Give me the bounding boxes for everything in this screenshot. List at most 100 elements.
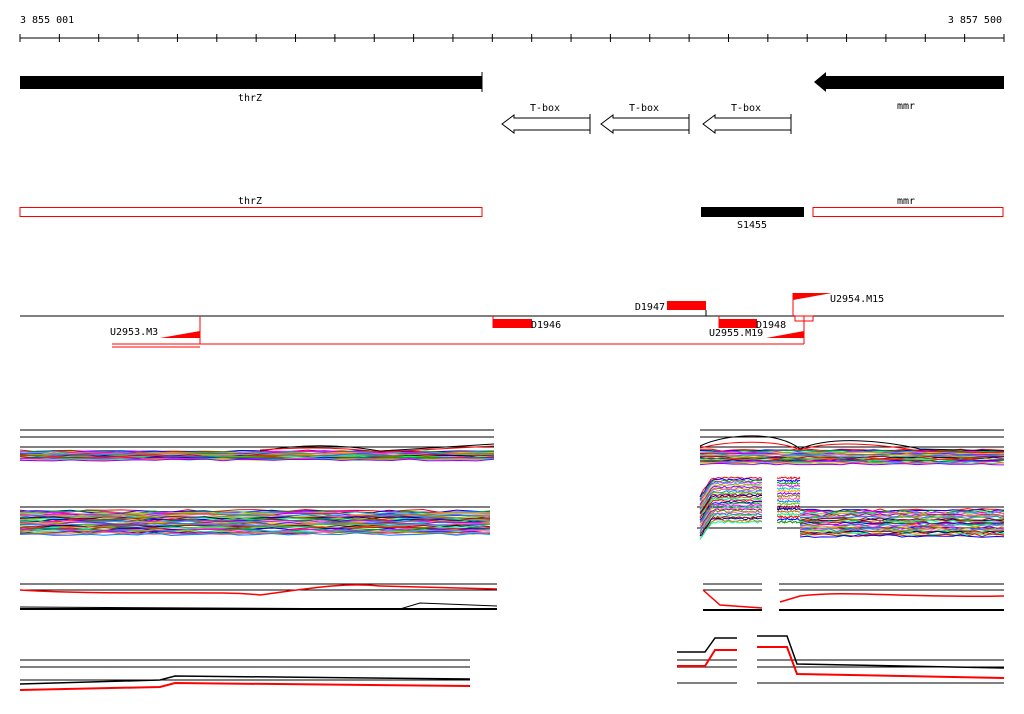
expression-line <box>699 493 763 513</box>
expression-line <box>776 502 801 506</box>
tbox-arrow[interactable] <box>501 114 591 134</box>
expression-line <box>776 481 801 486</box>
expression-line <box>799 526 1005 531</box>
expression-line <box>19 532 491 537</box>
feature-D1948-block[interactable] <box>719 319 757 328</box>
track-gap <box>737 630 757 690</box>
ruler-ticks <box>19 34 1005 42</box>
feature-D1947-block[interactable] <box>667 301 706 310</box>
transcript-features-track: D1947 U2954.M15 D1946 D1948 U2953.M3 U29… <box>20 293 1004 348</box>
expression-line <box>799 514 1005 519</box>
feature-D1946-label: D1946 <box>531 320 561 331</box>
expression-line <box>699 435 1005 452</box>
tbox-element[interactable]: T-box <box>501 103 591 134</box>
expression-line <box>777 486 801 491</box>
expression-line <box>699 481 763 501</box>
gene-mmr-arrow[interactable] <box>814 72 1004 92</box>
expression-line <box>699 502 762 522</box>
feature-D1948-label: D1948 <box>756 320 786 331</box>
expression-line <box>699 441 1005 454</box>
predicted-thrZ-box[interactable] <box>19 207 483 217</box>
expression-line <box>19 456 495 460</box>
tbox-arrow[interactable] <box>702 114 792 134</box>
gene-thrZ-label: thrZ <box>238 93 262 104</box>
expression-line-bundle <box>699 448 1005 466</box>
feature-U2953-M3-triangle[interactable] <box>160 331 200 338</box>
ruler-start-label: 3 855 001 <box>20 15 74 26</box>
expression-line-bundle <box>699 476 763 540</box>
expression-line <box>776 512 801 517</box>
expression-line <box>699 499 763 519</box>
expression-line <box>699 509 763 530</box>
tbox-label: T-box <box>530 103 560 114</box>
feature-U2955-M19-label: U2955.M19 <box>709 328 763 339</box>
expression-line <box>699 458 1005 462</box>
expression-line <box>677 637 737 653</box>
expression-line <box>699 514 763 535</box>
expression-line <box>19 681 471 691</box>
expression-line <box>776 479 801 483</box>
expression-line <box>699 488 763 510</box>
expression-line <box>776 515 801 519</box>
expression-line <box>776 517 801 522</box>
expression-line-bundle <box>19 508 491 537</box>
expression-line <box>799 534 1005 538</box>
expression-line <box>699 496 763 517</box>
srna-S1455-label: S1455 <box>737 220 767 231</box>
tbox-arrow[interactable] <box>600 114 690 134</box>
expression-line <box>799 531 1005 536</box>
expression-line <box>776 484 801 488</box>
expression-line <box>799 517 1005 522</box>
predicted-mmr-box[interactable] <box>812 207 1004 217</box>
predicted-genes-track: thrZ mmr S1455 <box>19 196 1004 231</box>
expression-line <box>776 476 801 480</box>
expression-line <box>19 584 498 596</box>
expression-line <box>776 489 801 493</box>
expression-line <box>19 675 471 685</box>
expression-line <box>699 477 763 498</box>
expression-line <box>699 484 763 505</box>
track-gap <box>762 575 779 615</box>
predicted-mmr-label: mmr <box>897 196 915 207</box>
expression-line <box>19 458 495 462</box>
gene-thrZ-bar[interactable] <box>20 76 482 89</box>
expression-line <box>19 602 498 610</box>
expression-line <box>19 511 491 516</box>
feature-U2954-M15-label: U2954.M15 <box>830 294 884 305</box>
expression-line <box>19 525 491 530</box>
expression-line <box>699 490 763 510</box>
expression-line <box>699 511 763 531</box>
expression-line-bundle <box>19 449 495 462</box>
expression-line <box>702 589 763 609</box>
feature-U2954-M15-triangle[interactable] <box>793 293 832 300</box>
track-gap <box>762 470 777 540</box>
expression-line-bundle <box>799 508 1005 538</box>
expression-line <box>776 504 801 509</box>
expression-line <box>799 512 1005 517</box>
expression-line <box>776 519 801 524</box>
expression-line <box>757 646 1005 679</box>
expression-line <box>776 491 801 496</box>
expression-line <box>757 635 1005 669</box>
feature-U2953-M3-label: U2953.M3 <box>110 327 158 338</box>
tbox-label: T-box <box>731 103 761 114</box>
ruler-end-label: 3 857 500 <box>948 15 1002 26</box>
expression-line <box>699 462 1005 466</box>
expression-line <box>19 508 491 513</box>
expression-line <box>699 508 763 529</box>
expression-line <box>699 518 763 540</box>
srna-S1455-bar[interactable] <box>701 207 804 217</box>
expression-line <box>19 514 491 519</box>
tbox-label: T-box <box>629 103 659 114</box>
expression-line <box>699 520 763 540</box>
expression-line <box>799 532 1005 537</box>
feature-U2955-M19-triangle[interactable] <box>766 331 804 338</box>
feature-D1946-block[interactable] <box>493 319 532 328</box>
tbox-element[interactable]: T-box <box>600 103 690 134</box>
expression-line <box>19 523 491 528</box>
expression-line <box>677 649 737 667</box>
expression-line <box>699 476 763 498</box>
tbox-element[interactable]: T-box <box>702 103 792 134</box>
tbox-track: T-box T-box T-box <box>501 103 792 134</box>
